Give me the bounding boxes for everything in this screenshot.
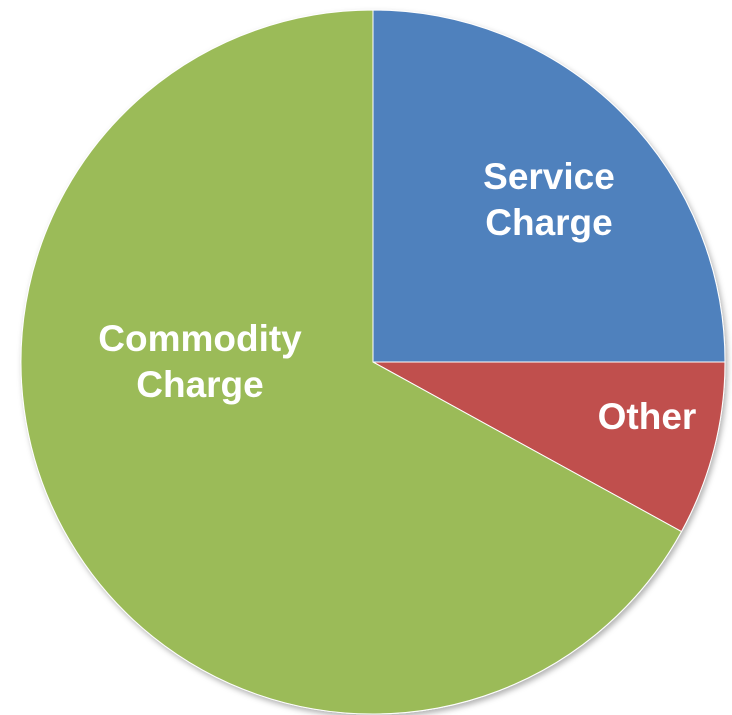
slice-label: Other — [597, 396, 697, 437]
pie-slice — [20, 9, 683, 715]
slice-label: Commodity Charge — [98, 318, 302, 405]
slices — [20, 9, 726, 715]
pie-slice — [372, 361, 726, 533]
slice-label: Service Charge — [483, 156, 615, 243]
pie-slice — [372, 9, 726, 363]
